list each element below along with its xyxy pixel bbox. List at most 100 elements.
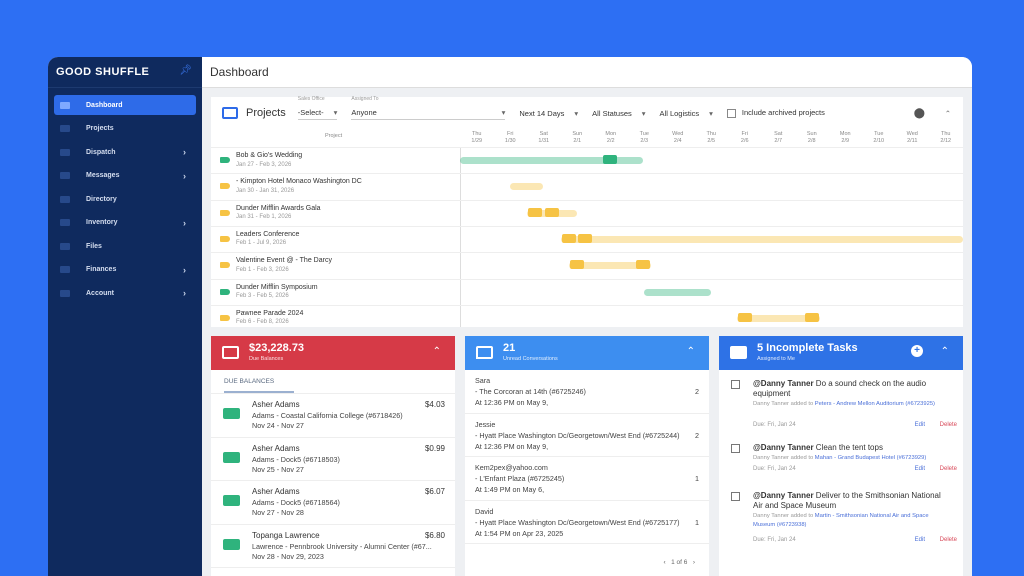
- sidebar-item-inventory[interactable]: Inventory ›: [54, 213, 196, 233]
- project-dates: Feb 3 - Feb 5, 2026: [236, 293, 289, 299]
- project-row[interactable]: Valentine Event @ - The Darcy Feb 1 - Feb…: [211, 252, 963, 278]
- conversation-project: - Hyatt Place Washington Dc/Georgetown/W…: [475, 430, 680, 440]
- truck-icon: [603, 155, 617, 164]
- edit-task-link[interactable]: Edit: [914, 422, 925, 428]
- delete-task-link[interactable]: Delete: [939, 422, 957, 428]
- next-page-icon[interactable]: ›: [692, 559, 695, 566]
- project-row[interactable]: Dunder Mifflin Symposium Feb 3 - Feb 5, 2…: [211, 278, 963, 305]
- timeline-bar[interactable]: [644, 288, 711, 296]
- sidebar-item-dashboard[interactable]: Dashboard: [54, 95, 196, 115]
- directory-icon: [60, 195, 70, 203]
- day-header: Sun 2/1: [572, 131, 583, 144]
- task-checkbox[interactable]: [731, 380, 740, 389]
- sidebar-item-projects[interactable]: Projects: [54, 119, 196, 139]
- sidebar-item-finances[interactable]: Finances ›: [54, 260, 196, 280]
- project-dates: Feb 6 - Feb 8, 2026: [236, 319, 289, 326]
- balance-item[interactable]: Asher Adams $6.07 Adams - Dock5 (#6718564)…: [211, 481, 455, 525]
- edit-task-link[interactable]: Edit: [914, 537, 925, 543]
- map-pin-icon[interactable]: ⬤: [913, 107, 925, 119]
- timeline-bar[interactable]: [737, 314, 820, 322]
- project-row[interactable]: Pawnee Parade 2024 Feb 6 - Feb 8, 2026: [211, 304, 963, 331]
- project-name[interactable]: Dunder Mifflin Awards Gala: [236, 204, 321, 212]
- project-name[interactable]: Pawnee Parade 2024: [236, 309, 304, 317]
- account-icon: [60, 289, 70, 297]
- prev-page-icon[interactable]: ‹: [663, 559, 666, 566]
- sidebar-item-messages[interactable]: Messages ›: [54, 166, 196, 186]
- status-select[interactable]: All Statuses: [592, 107, 645, 120]
- task-mention[interactable]: @Danny Tanner: [753, 443, 814, 452]
- task-due: Due: Fri, Jan 24: [753, 466, 796, 472]
- delete-task-link[interactable]: Delete: [939, 466, 957, 472]
- collapse-icon[interactable]: ⌃: [940, 346, 949, 357]
- balance-item[interactable]: Asher Adams $4.03 Adams - Coastal Californ…: [211, 394, 455, 438]
- range-select[interactable]: Next 14 Days: [519, 107, 578, 120]
- project-dates: Jan 27 - Feb 3, 2026: [236, 161, 292, 168]
- finances-icon: [60, 266, 70, 273]
- unread-label: Unread Conversations: [503, 356, 558, 362]
- collapse-icon[interactable]: ⌃: [686, 346, 695, 357]
- sidebar-item-files[interactable]: Files: [54, 236, 196, 256]
- task-project-link[interactable]: Mahan - Grand Budapest Hotel (#6723929): [814, 455, 927, 461]
- task-project-link[interactable]: Peters - Andrew Mellon Auditorium (#6723…: [814, 401, 935, 407]
- conversation-item[interactable]: Sara - The Corcoran at 14th (#6725246) 2 At…: [465, 370, 709, 414]
- conversations-card: 2 1 Unread Conversations ⌃ Sara - The Corcor…: [465, 336, 709, 576]
- task-project-link[interactable]: Martin - Smithsonian National Air and Sp…: [753, 513, 929, 528]
- edit-task-link[interactable]: Edit: [914, 466, 925, 472]
- sidebar-item-account[interactable]: Account ›: [54, 283, 196, 303]
- laptop-icon: [223, 451, 240, 463]
- conversation-item[interactable]: David - Hyatt Place Washington Dc/Georget…: [465, 501, 709, 544]
- delete-task-link[interactable]: Delete: [939, 537, 957, 543]
- include-archived-checkbox[interactable]: Include archived projects: [726, 108, 825, 118]
- timeline-bar[interactable]: [510, 183, 543, 191]
- add-task-icon[interactable]: +: [911, 345, 923, 357]
- project-name[interactable]: Valentine Event @ - The Darcy: [236, 257, 332, 265]
- conversation-item[interactable]: Kem2pex@yahoo.com - L'Enfant Plaza (#6725…: [465, 457, 709, 501]
- task-mention[interactable]: @Danny Tanner: [753, 491, 814, 500]
- task-added: Danny Tanner added to: [753, 455, 814, 461]
- balance-name: Topanga Lawrence: [252, 530, 320, 540]
- project-row[interactable]: Bob & Gio's Wedding Jan 27 - Feb 3, 2026: [211, 147, 963, 173]
- timeline-bar[interactable]: [569, 262, 651, 270]
- dispatch-icon: [60, 148, 70, 156]
- balance-dates: Nov 24 - Nov 27: [252, 421, 304, 430]
- balance-item[interactable]: Asher Adams $0.99 Adams - Dock5 (#6718503)…: [211, 438, 455, 481]
- pin-icon[interactable]: 📌︎: [179, 65, 192, 76]
- balance-project: Lawrence - Pennbrook University - Alumni…: [252, 541, 432, 551]
- dashboard-icon: [60, 101, 70, 109]
- task-checkbox[interactable]: [731, 444, 740, 453]
- day-header: Sat 2/7: [774, 131, 783, 144]
- truck-icon: [805, 312, 819, 322]
- project-name[interactable]: Dunder Mifflin Symposium: [236, 283, 318, 291]
- sidebar-item-label: Files: [86, 242, 102, 250]
- balance-project: Adams - Coastal California College (#671…: [252, 411, 403, 420]
- truck-icon: [570, 260, 584, 270]
- timeline-bar[interactable]: [561, 235, 963, 243]
- conversation-item[interactable]: Jessie - Hyatt Place Washington Dc/George…: [465, 414, 709, 457]
- messages-icon: [60, 172, 70, 179]
- sales-office-select[interactable]: Sales Office -Select-: [297, 96, 338, 120]
- tag-icon: [220, 235, 230, 242]
- project-row[interactable]: Dunder Mifflin Awards Gala Jan 31 - Feb 1…: [211, 199, 963, 226]
- collapse-icon[interactable]: ⌃: [944, 108, 951, 118]
- sidebar-item-directory[interactable]: Directory: [54, 189, 196, 209]
- collapse-icon[interactable]: ⌃: [432, 346, 441, 357]
- task-mention[interactable]: @Danny Tanner: [753, 379, 814, 388]
- assigned-select[interactable]: Assigned To Anyone: [351, 96, 506, 120]
- timeline-bar[interactable]: [460, 157, 643, 164]
- sidebar-item-dispatch[interactable]: Dispatch ›: [54, 142, 196, 162]
- day-header: Fri 1/30: [504, 131, 516, 144]
- project-name[interactable]: Leaders Conference: [236, 230, 300, 238]
- conversation-count: 1: [695, 517, 699, 527]
- balance-item[interactable]: Topanga Lawrence $6.80 Lawrence - Pennbroo…: [211, 525, 455, 568]
- project-row[interactable]: Leaders Conference Feb 1 - Jul 9, 2026: [211, 225, 963, 252]
- project-name[interactable]: Bob & Gio's Wedding: [236, 152, 303, 159]
- balance-dates: Nov 28 - Nov 29, 2023: [252, 551, 324, 561]
- conversation-time: At 12:36 PM on May 9,: [475, 441, 549, 451]
- conversation-count: 2: [695, 430, 699, 440]
- task-checkbox[interactable]: [731, 492, 740, 501]
- logistics-select[interactable]: All Logistics: [660, 107, 713, 120]
- project-name[interactable]: - Kimpton Hotel Monaco Washington DC: [236, 178, 362, 186]
- tab-due-balances[interactable]: DUE BALANCES: [224, 378, 294, 393]
- project-row[interactable]: - Kimpton Hotel Monaco Washington DC Jan …: [211, 173, 963, 199]
- conversation-name: Kem2pex@yahoo.com: [475, 463, 548, 472]
